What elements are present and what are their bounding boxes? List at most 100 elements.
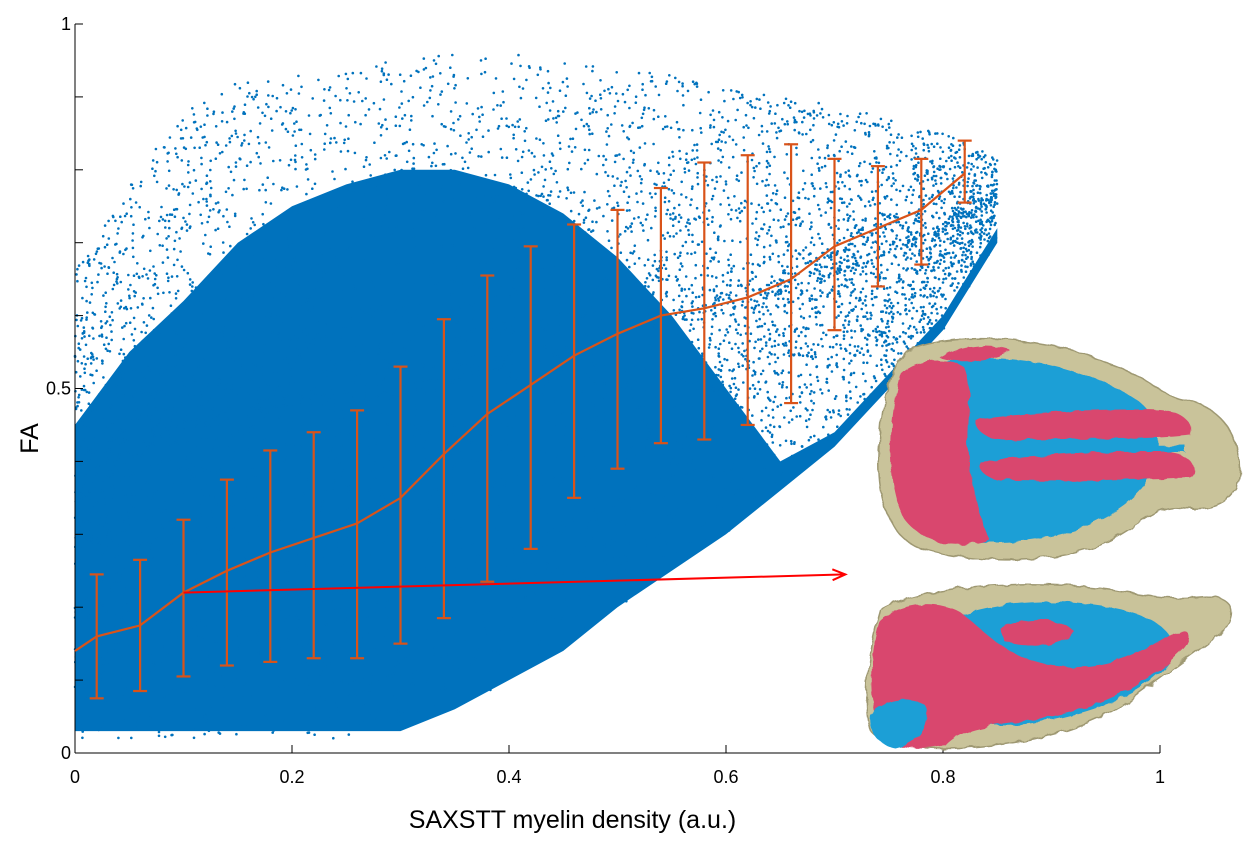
scatter-point [569,444,572,448]
scatter-point [669,173,672,176]
scatter-point [470,356,474,359]
scatter-point [283,266,286,270]
scatter-point [405,371,408,375]
scatter-point [318,301,322,305]
scatter-point [718,388,721,392]
scatter-point [413,246,416,249]
scatter-point [797,207,801,211]
scatter-point [397,242,401,246]
scatter-point [595,496,599,500]
scatter-point [243,133,246,137]
scatter-point [221,241,225,244]
scatter-point [706,183,710,187]
scatter-point [79,698,82,702]
scatter-point [545,470,548,473]
scatter-point [291,134,295,137]
scatter-point [526,499,530,503]
scatter-point [131,232,135,235]
scatter-point [80,503,84,507]
scatter-point [524,200,527,203]
scatter-point [199,709,202,713]
scatter-point [323,418,327,422]
scatter-point [727,263,731,267]
scatter-point [430,678,434,681]
scatter-point [969,168,973,171]
scatter-point [439,265,443,269]
scatter-point [708,401,711,405]
scatter-point [400,102,404,105]
scatter-point [426,328,430,332]
scatter-point [277,362,281,366]
scatter-point [174,364,177,368]
scatter-point [275,430,279,434]
scatter-point [606,203,609,206]
scatter-point [694,379,698,383]
scatter-point [576,239,580,243]
scatter-point [184,344,188,347]
scatter-point [86,682,89,686]
scatter-point [470,147,474,150]
scatter-point [160,433,163,437]
scatter-point [482,346,485,349]
scatter-point [439,72,442,75]
scatter-point [734,320,738,323]
scatter-point [470,420,474,423]
scatter-point [337,265,341,268]
scatter-point [256,629,259,632]
scatter-point [696,171,699,175]
scatter-point [790,442,793,446]
scatter-point [213,314,216,318]
scatter-point [540,192,544,196]
scatter-point [481,498,485,501]
scatter-point [863,397,866,401]
scatter-point [596,325,599,329]
scatter-point [767,228,771,232]
scatter-point [227,315,231,319]
scatter-point [80,337,84,340]
scatter-point [80,362,84,365]
scatter-point [318,206,322,210]
scatter-point [129,214,133,218]
scatter-point [264,587,267,590]
scatter-point [932,294,935,298]
scatter-point [171,620,175,624]
scatter-point [299,509,302,513]
scatter-point [480,105,483,109]
scatter-point [504,438,508,442]
scatter-point [943,260,946,263]
scatter-point [228,504,231,508]
scatter-point [346,508,350,511]
scatter-point [520,569,524,573]
scatter-point [433,389,436,392]
scatter-point [975,215,978,219]
scatter-point [98,656,102,659]
scatter-point [632,250,636,253]
scatter-point [666,542,669,545]
scatter-point [923,174,927,177]
scatter-point [208,398,211,401]
scatter-point [228,517,232,521]
scatter-point [623,353,627,356]
scatter-point [177,643,181,647]
scatter-point [281,398,285,402]
scatter-point [88,499,92,503]
scatter-point [738,219,742,223]
scatter-point [132,339,136,342]
scatter-point [631,294,635,297]
scatter-point [929,160,932,163]
scatter-point [553,346,557,350]
scatter-point [77,652,81,656]
scatter-point [811,184,815,188]
scatter-point [324,202,328,205]
scatter-point [262,331,266,334]
scatter-point [690,412,694,416]
scatter-point [351,180,354,183]
scatter-point [648,313,651,316]
scatter-point [502,625,505,629]
scatter-point [180,159,184,162]
scatter-point [823,256,826,259]
scatter-point [212,670,215,673]
scatter-point [547,118,550,121]
scatter-point [238,408,242,411]
scatter-point [280,340,284,343]
